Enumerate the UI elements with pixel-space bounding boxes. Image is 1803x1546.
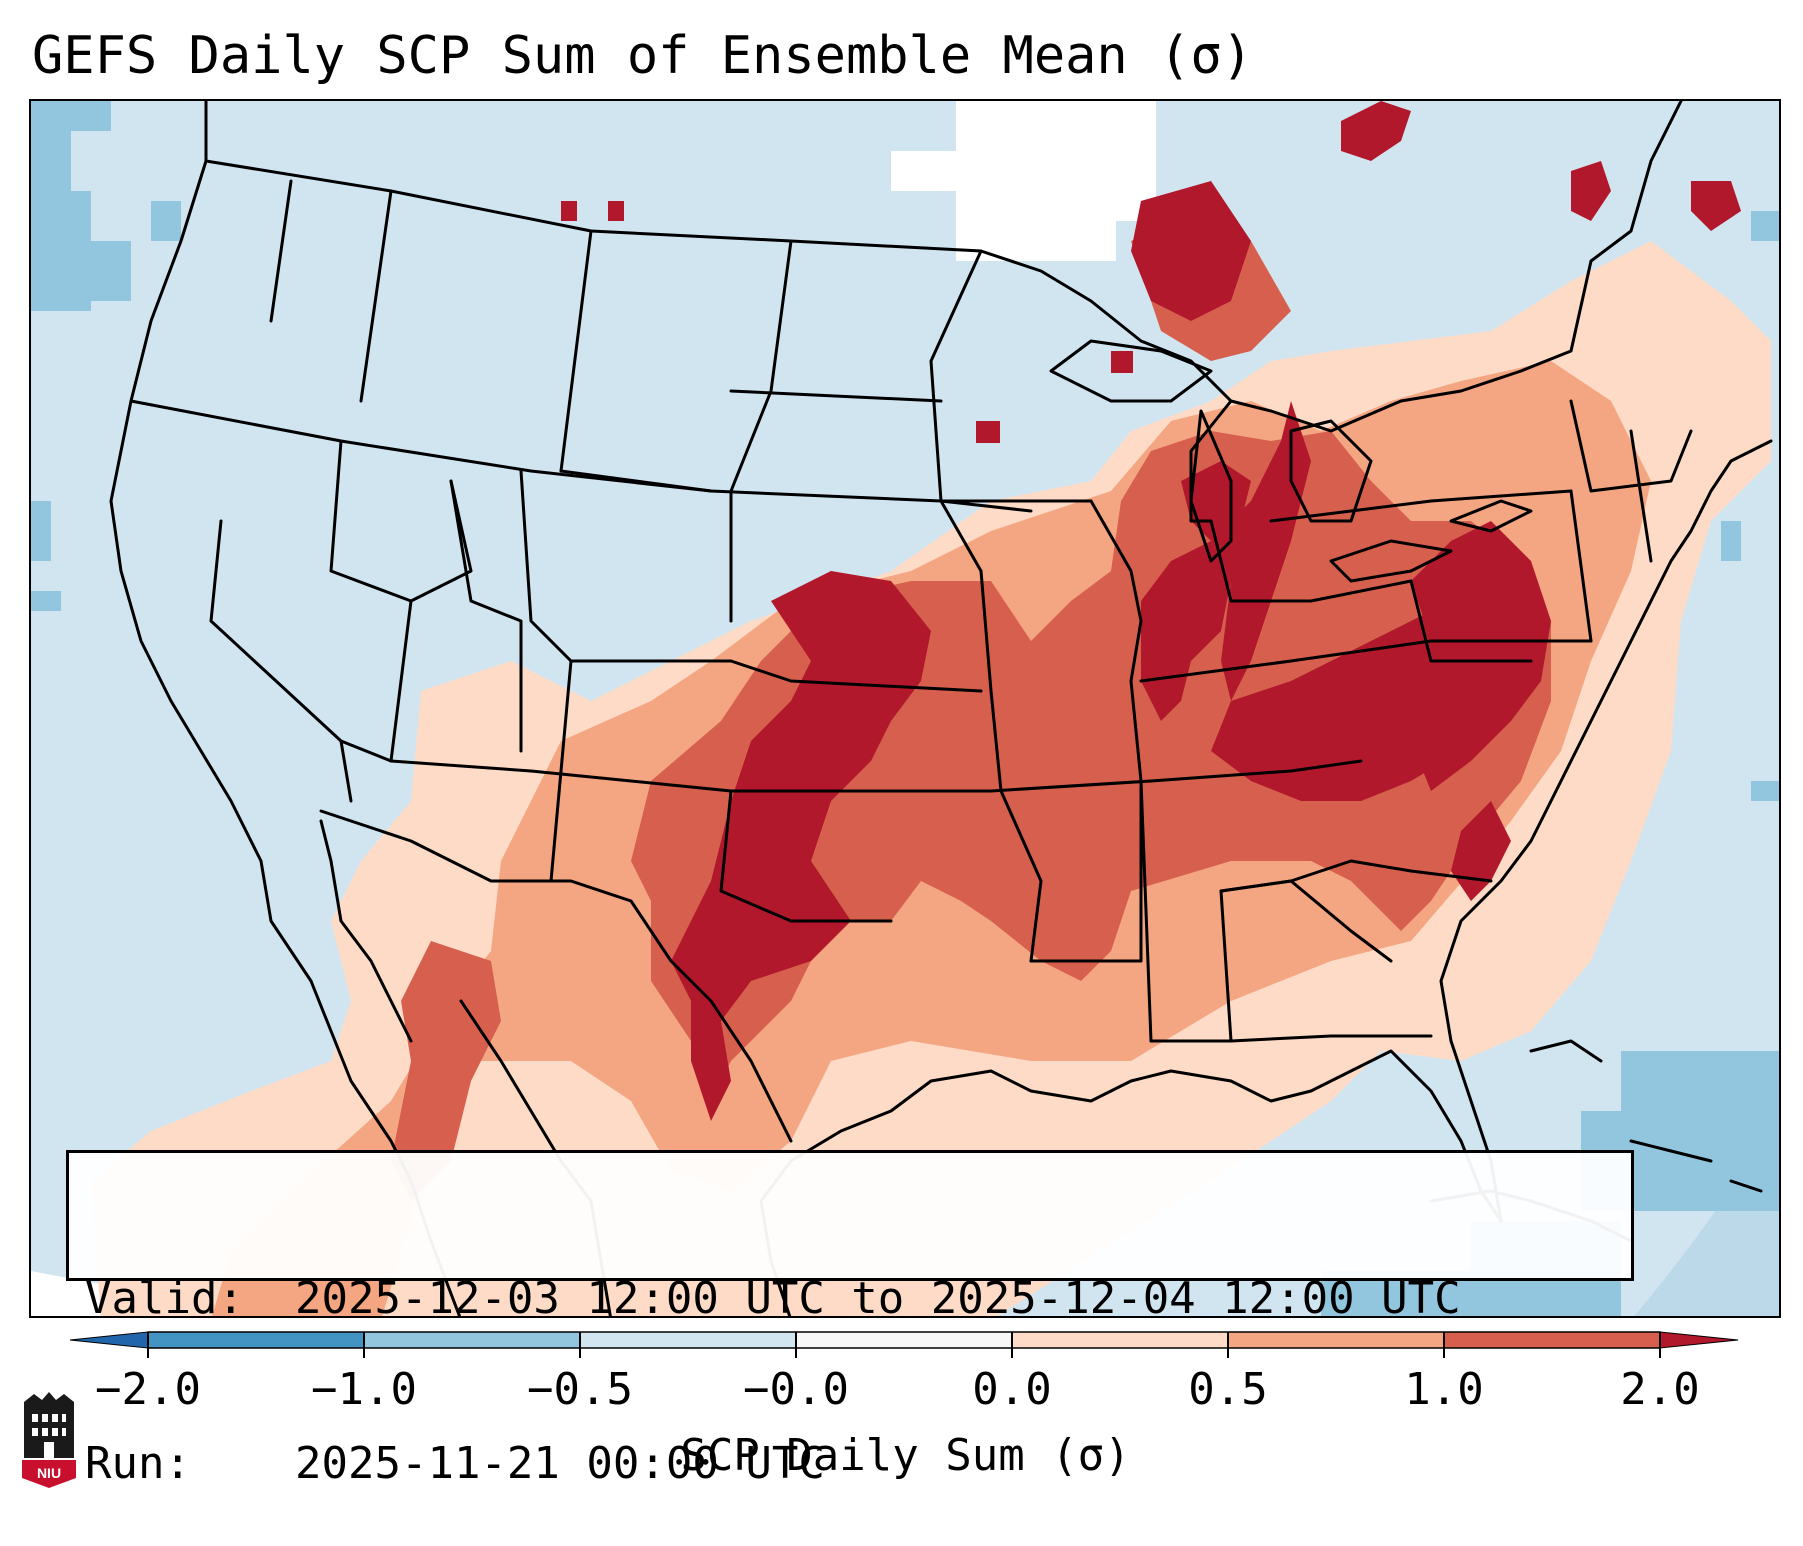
valid-run-info-box: Valid: 2025-12-03 12:00 UTC to 2025-12-0… bbox=[66, 1150, 1634, 1489]
valid-row: Valid: 2025-12-03 12:00 UTC to 2025-12-0… bbox=[85, 1271, 1615, 1326]
colorbar-bin-1 bbox=[364, 1332, 580, 1348]
run-label: Run: bbox=[85, 1438, 191, 1489]
colorbar-ticks bbox=[147, 1332, 1661, 1358]
colorbar-tick-label: −2.0 bbox=[95, 1364, 201, 1415]
extreme-positive-region bbox=[561, 101, 1741, 1121]
projection-edge-se bbox=[1634, 1108, 1779, 1316]
colorbar-bin-2 bbox=[580, 1332, 796, 1348]
map-title: GEFS Daily SCP Sum of Ensemble Mean (σ) bbox=[32, 26, 1253, 86]
run-value: 2025-11-21 00:00 UTC bbox=[295, 1438, 825, 1489]
niu-logo-icon: NIU bbox=[22, 1392, 76, 1488]
weak-negative-patches bbox=[31, 101, 1779, 1316]
scp-map bbox=[29, 99, 1781, 1318]
valid-value: 2025-12-03 12:00 UTC to 2025-12-04 12:00… bbox=[295, 1273, 1461, 1324]
colorbar-bin-3 bbox=[796, 1332, 1012, 1348]
valid-label: Valid: bbox=[85, 1273, 244, 1324]
colorbar-tick-label: 0.0 bbox=[972, 1364, 1052, 1415]
colorbar-over-arrow bbox=[1659, 1331, 1739, 1349]
logo-text: NIU bbox=[37, 1465, 61, 1481]
colorbar-tick-label: −1.0 bbox=[311, 1364, 417, 1415]
colorbar-bin-4 bbox=[1012, 1332, 1228, 1348]
scp-map-svg bbox=[31, 101, 1779, 1316]
colorbar-tick-label: 2.0 bbox=[1620, 1364, 1700, 1415]
colorbar-tick-label: −0.0 bbox=[743, 1364, 849, 1415]
colorbar-tick-label: 1.0 bbox=[1404, 1364, 1484, 1415]
colorbar-label-text: SCP Daily Sum (σ) bbox=[680, 1430, 1131, 1481]
colorbar-tick-label: 0.5 bbox=[1188, 1364, 1268, 1415]
colorbar-bin-5 bbox=[1228, 1332, 1444, 1348]
colorbar bbox=[70, 1331, 1739, 1358]
colorbar-tick-label: −0.5 bbox=[527, 1364, 633, 1415]
colorbar-under-arrow bbox=[70, 1331, 149, 1349]
colorbar-bin-0 bbox=[148, 1332, 364, 1348]
run-row: Run: 2025-11-21 00:00 UTC bbox=[85, 1436, 1615, 1491]
colorbar-label: SCP Daily Sum (σ) bbox=[0, 1428, 1803, 1484]
colorbar-bin-6 bbox=[1444, 1332, 1660, 1348]
